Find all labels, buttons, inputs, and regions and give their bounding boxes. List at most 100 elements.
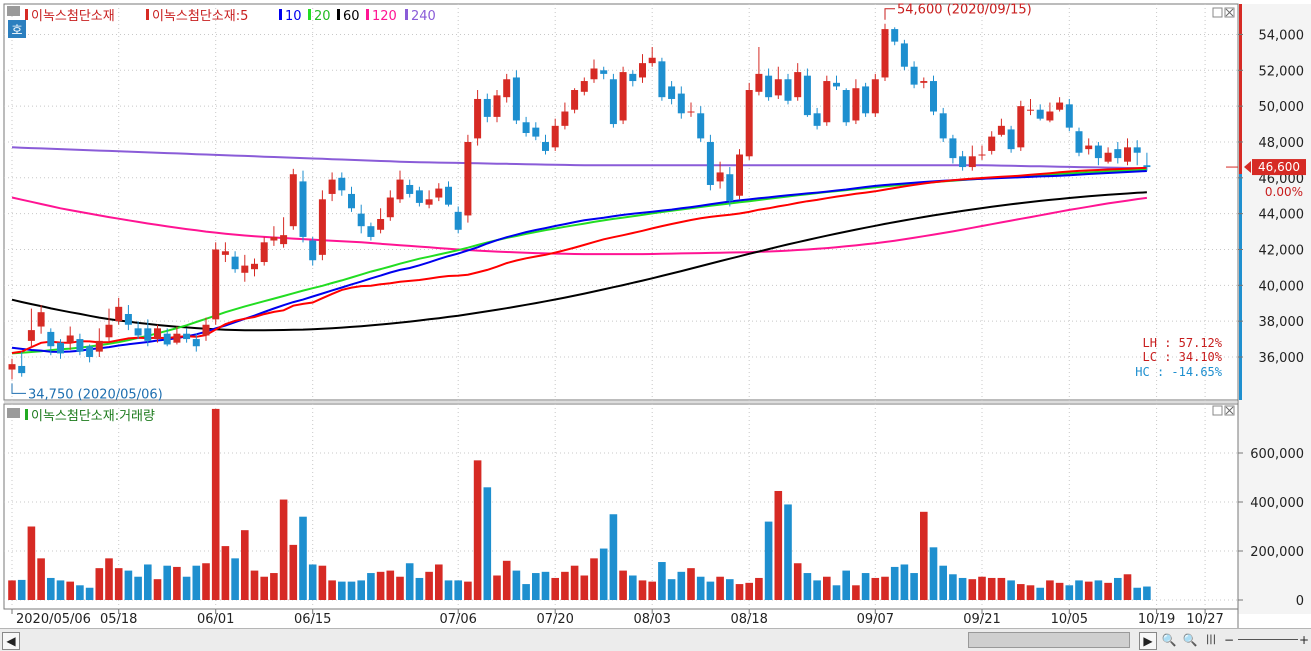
candle-body	[648, 57, 656, 64]
candle-body	[930, 81, 937, 112]
candlesticks	[8, 23, 1151, 380]
volume-bar	[396, 576, 404, 600]
candle-body	[1104, 152, 1112, 162]
candle-body	[163, 333, 171, 345]
ma240-line	[11, 146, 1147, 170]
candle-body	[745, 90, 753, 157]
candle-body	[522, 122, 530, 134]
scroll-thumb[interactable]	[968, 632, 1130, 648]
candle-body	[1085, 145, 1093, 150]
volume-bar	[1036, 587, 1044, 600]
legend-marker-ma5	[146, 9, 149, 20]
candle-body	[784, 79, 792, 101]
candle-body	[590, 68, 598, 80]
zoom-in-icon[interactable]: 🔍	[1182, 633, 1198, 647]
tag-badge-label: 호	[11, 23, 22, 37]
volume-bar	[842, 570, 850, 600]
volume-bar	[192, 565, 201, 600]
price-tick-label: 50,000	[1259, 100, 1305, 115]
volume-bar	[803, 573, 812, 600]
volume-bar	[483, 487, 492, 600]
candle-body	[939, 113, 947, 139]
candle-body	[542, 141, 549, 151]
volume-bars	[8, 408, 1151, 600]
volume-bar	[580, 575, 589, 600]
lc-label: LC : 34.10%	[1143, 350, 1223, 364]
volume-bar	[202, 563, 210, 600]
date-tick-label: 07/20	[536, 612, 573, 627]
lh-label: LH : 57.12%	[1143, 336, 1223, 350]
date-tick-label: 09/21	[963, 612, 1000, 627]
candle-body	[76, 339, 84, 352]
candle-body	[910, 66, 918, 85]
volume-bar	[134, 576, 142, 600]
candle-body	[1143, 165, 1151, 168]
volume-bar	[182, 576, 191, 600]
zoom-in-button[interactable]: +	[1298, 633, 1310, 647]
volume-bar	[376, 571, 385, 600]
volume-bar	[270, 573, 278, 600]
candle-body	[697, 113, 705, 139]
volume-bar	[861, 573, 870, 600]
scroll-right-button[interactable]: ▶	[1139, 632, 1157, 650]
volume-pane-buttons[interactable]	[1212, 405, 1235, 416]
candle-body	[765, 75, 773, 98]
scroll-left-button[interactable]: ◀	[2, 632, 20, 650]
date-tick-label: 10/05	[1051, 612, 1088, 627]
volume-bar	[454, 580, 462, 600]
volume-bar	[444, 580, 453, 600]
candle-body	[289, 174, 297, 227]
candle-body	[260, 242, 268, 263]
volume-bar	[774, 490, 783, 600]
volume-bar	[619, 570, 627, 600]
legend-marker-ma120	[366, 9, 369, 20]
price-pane-buttons[interactable]	[1212, 7, 1235, 18]
volume-bar	[764, 521, 773, 600]
candle-body	[687, 111, 695, 113]
candle-body	[658, 61, 666, 98]
candle-body	[1133, 147, 1141, 153]
moving-average-lines	[11, 146, 1148, 355]
price-tick-label: 42,000	[1259, 243, 1305, 258]
horizontal-scrollbar[interactable]: ◀ ▶ 🔍 🔍 ||| − +	[0, 628, 1311, 651]
candle-body	[241, 265, 249, 273]
volume-bar	[425, 571, 433, 600]
date-tick-label: 09/07	[857, 612, 894, 627]
volume-bar	[784, 504, 792, 600]
volume-bar	[367, 573, 375, 600]
volume-bar	[687, 568, 695, 600]
price-y-axis: 36,000 38,000 40,000 42,000 44,000 46,000 48,0…	[1238, 28, 1304, 366]
candle-body	[367, 226, 375, 237]
low-marker-line	[11, 383, 26, 394]
volume-bar	[163, 565, 171, 600]
bars-icon[interactable]: |||	[1205, 634, 1217, 645]
candle-body	[1046, 111, 1054, 121]
candle-body	[280, 235, 288, 245]
volume-bar	[338, 581, 346, 600]
volume-bar	[328, 580, 336, 600]
pane-menu-icon[interactable]	[7, 6, 20, 16]
volume-pane-menu-icon[interactable]	[7, 408, 20, 418]
volume-bar	[47, 577, 55, 600]
candle-body	[154, 328, 161, 340]
zoom-out-icon[interactable]: 🔍	[1161, 633, 1177, 647]
legend-ma120: 120	[372, 9, 397, 24]
candle-body	[299, 181, 307, 237]
volume-bar	[299, 516, 307, 600]
legend-ma5: 이녹스첨단소재:5	[152, 9, 248, 24]
legend-volume: 이녹스첨단소재:거래량	[31, 409, 155, 424]
zoom-out-button[interactable]: −	[1223, 633, 1235, 647]
volume-bar	[1123, 574, 1132, 600]
candle-body	[183, 333, 191, 340]
candle-body	[212, 249, 220, 320]
price-range-down-bar	[1239, 174, 1242, 400]
candle-body	[639, 63, 646, 78]
zoom-slider-track[interactable]	[1238, 639, 1298, 640]
volume-bar	[920, 511, 928, 600]
volume-bar	[590, 558, 598, 600]
current-price-label: 46,600	[1258, 160, 1300, 174]
tag-badge[interactable]	[8, 20, 26, 38]
candle-body	[716, 172, 724, 182]
volume-bar	[231, 558, 239, 600]
volume-bar	[987, 577, 996, 600]
